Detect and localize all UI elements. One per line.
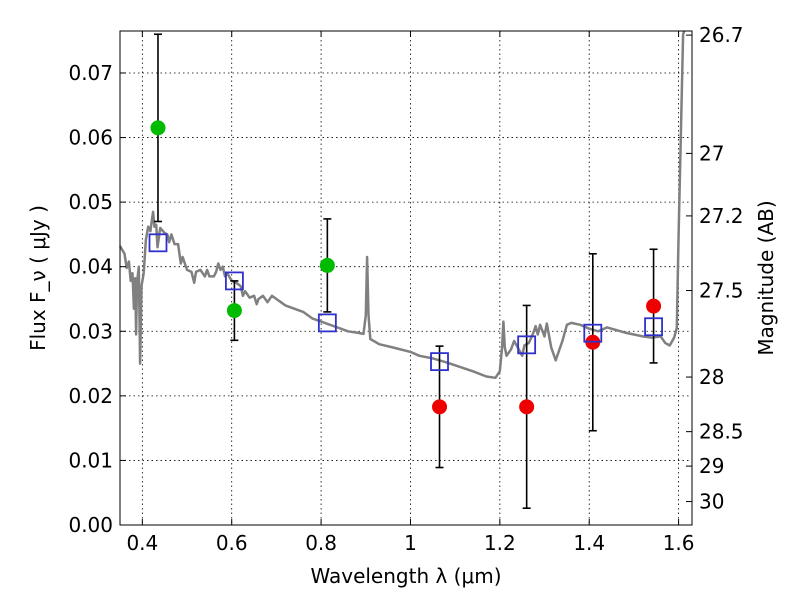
x-axis-ticks: 0.4 0.6 0.8 1 1.2 1.4 1.6 [126,31,695,555]
model-square [430,352,449,372]
spectrum-line [118,30,686,380]
y-tick-label: 0.07 [68,61,113,85]
y2-axis-label: Magnitude (AB) [754,200,778,355]
y-tick-label: 0.02 [68,384,113,408]
model-square [644,317,663,337]
model-square [224,271,244,291]
y-tick-label: 0.00 [68,513,113,537]
data-point [519,399,535,415]
y-tick-label: 0.05 [68,190,113,214]
y-tick-label: 0.03 [68,319,113,343]
y2-tick-label: 28.5 [699,420,744,444]
x-tick-label: 1.2 [484,531,516,555]
y-axis-ticks: 0.00 0.01 0.02 0.03 0.04 0.05 0.06 0.07 [68,61,126,537]
y2-tick-label: 27.2 [699,204,744,228]
data-point [226,303,242,319]
x-tick-label: 0.4 [126,531,158,555]
data-point [150,120,166,136]
gridlines [120,31,692,525]
data-point [646,298,662,314]
y2-axis-ticks: 26.7 27 27.2 27.5 28 28.5 29 30 [686,23,744,514]
x-tick-label: 1.6 [663,531,695,555]
model-squares [148,233,663,372]
data-point [319,257,335,273]
x-tick-label: 0.8 [305,531,337,555]
y2-tick-label: 29 [699,454,724,478]
x-tick-label: 1 [404,531,417,555]
spectrum-series [118,30,686,380]
model-square [583,323,603,343]
y-tick-label: 0.04 [68,255,113,279]
x-axis-label: Wavelength λ (μm) [310,564,501,588]
model-square [517,335,537,355]
x-tick-label: 0.6 [216,531,248,555]
error-bars [153,33,658,510]
x-tick-label: 1.4 [573,531,605,555]
model-square [317,313,337,333]
y2-tick-label: 28 [699,365,724,389]
y2-tick-label: 30 [699,490,724,514]
y-tick-label: 0.06 [68,126,113,150]
y2-tick-label: 27.5 [699,279,744,303]
data-points [150,120,662,415]
y-axis-label: Flux F_ν ( μJy ) [26,205,50,351]
model-square [148,233,168,253]
y-tick-label: 0.01 [68,448,113,472]
data-point [432,399,448,415]
y2-tick-label: 26.7 [699,23,744,47]
plot-frame [119,30,693,526]
y2-tick-label: 27 [699,141,724,165]
